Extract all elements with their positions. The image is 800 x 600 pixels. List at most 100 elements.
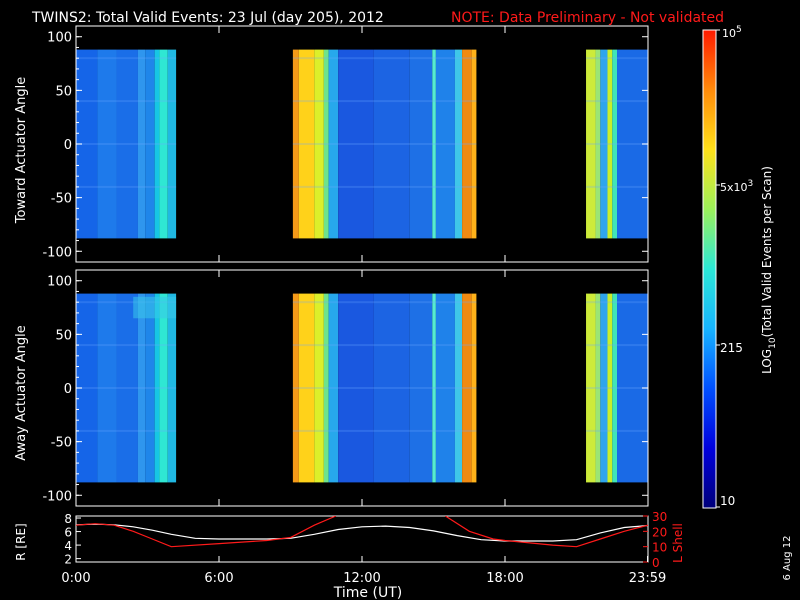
toward-column-15 [409,49,433,239]
toward-column-3 [137,49,146,239]
toward-ytick-label-100: 100 [47,31,72,46]
toward-column-24 [607,49,613,239]
orbit-ytick-left-label-4: 4 [64,539,72,553]
toward-column-19 [462,49,472,239]
chart-title: TWINS2: Total Valid Events: 23 Jul (day … [31,10,384,26]
away-ytick-label-0: 0 [64,382,72,397]
away-column-0 [76,293,98,483]
toward-column-25 [612,49,618,239]
toward-column-7 [167,49,177,239]
orbit-ytick-left-label-6: 6 [64,526,72,540]
toward-column-8 [292,49,299,239]
away-column-17 [435,293,455,483]
orbit-ytick-right-label-30: 30 [652,510,667,524]
toward-ytick-label-0: 0 [64,138,72,153]
toward-column-6 [159,49,168,239]
away-column-12 [328,293,339,483]
orbit-series-r [76,523,648,542]
away-ytick-label-100: 100 [47,275,72,290]
away-column-14 [373,293,410,483]
toward-column-21 [586,49,596,239]
colorbar-ticks [716,29,720,508]
orbit-series-lshell [76,516,648,548]
orbit-ytick-right-label-10: 10 [652,541,667,555]
toward-column-13 [338,49,374,239]
orbit-right-ylabel: L Shell [671,523,685,563]
away-column-23 [600,293,608,483]
away-panel: 100 50 0 -50 -100 [42,269,649,507]
colorbar-tick-mid: 215 [720,341,743,355]
toward-stripe-1-2 [586,100,648,103]
toward-column-16 [432,49,436,239]
x-tick-label-0: 0:00 [61,571,90,586]
away-stripe-3-2 [586,429,648,432]
orbit-ytick-left-label-2: 2 [64,553,72,567]
away-column-11 [323,293,329,483]
away-stripe-1-2 [586,344,648,347]
toward-stripe-2-1 [292,143,477,145]
away-column-13 [338,293,374,483]
toward-stripe-3-2 [586,185,648,188]
toward-stripe-2-0 [76,143,177,145]
preliminary-note: NOTE: Data Preliminary - Not validated [451,10,724,26]
away-column-6 [159,293,168,483]
x-tick-label-2: 12:00 [343,571,380,586]
toward-column-14 [373,49,410,239]
x-tick-label-4: 23:59 [629,571,666,586]
toward-column-0 [76,49,98,239]
toward-column-17 [435,49,455,239]
toward-ytick-label-50: 50 [55,84,72,99]
colorbar-tick-upper: 5x103 [720,179,753,194]
away-ytick-label-50: 50 [55,328,72,343]
toward-column-9 [298,49,315,239]
away-column-5 [154,293,160,483]
toward-stripe-3-0 [76,185,177,188]
toward-stripe-0-1 [292,57,477,60]
orbit-left-ylabel: R [RE] [14,523,28,560]
away-column-7 [167,293,177,483]
orbit-ytick-right-label-20: 20 [652,525,667,539]
away-column-10 [314,293,324,483]
away-ylabel: Away Actuator Angle [14,325,29,460]
toward-column-20 [471,49,477,239]
toward-column-10 [314,49,324,239]
away-column-15 [409,293,433,483]
away-column-19 [462,293,472,483]
toward-column-22 [595,49,601,239]
toward-stripe-2-2 [586,143,648,145]
toward-stripe-3-1 [292,185,477,188]
x-axis-label: Time (UT) [333,585,402,600]
away-column-21 [586,293,596,483]
toward-column-4 [145,49,155,239]
colorbar-tick-bottom: 10 [720,494,735,508]
away-ytick-label--100: -100 [42,489,72,504]
toward-ytick-label--50: -50 [51,192,72,207]
away-stripe-3-1 [292,429,477,432]
date-stamp: 6 Aug 12 [782,536,793,581]
away-column-1 [97,293,117,483]
away-stripe-3-0 [76,429,177,432]
colorbar-tick-top: 105 [722,25,742,40]
toward-column-18 [454,49,463,239]
toward-stripe-1-1 [292,100,477,103]
away-column-2 [116,293,138,483]
away-column-9 [298,293,315,483]
toward-column-2 [116,49,138,239]
away-stripe-0-0 [76,301,177,304]
toward-column-23 [600,49,608,239]
away-ytick-label--50: -50 [51,436,72,451]
away-stripe-0-2 [586,301,648,304]
away-column-8 [292,293,299,483]
toward-stripe-1-0 [76,100,177,103]
orbit-ytick-right-label-0: 0 [652,556,660,570]
toward-ytick-label--100: -100 [42,245,72,260]
away-stripe-2-2 [586,387,648,389]
orbit-frame [75,515,649,563]
orbit-ytick-left-label-8: 8 [64,512,72,526]
away-stripe-0-1 [292,301,477,304]
toward-column-1 [97,49,117,239]
away-patch [133,296,177,319]
away-column-22 [595,293,601,483]
away-column-3 [137,293,146,483]
